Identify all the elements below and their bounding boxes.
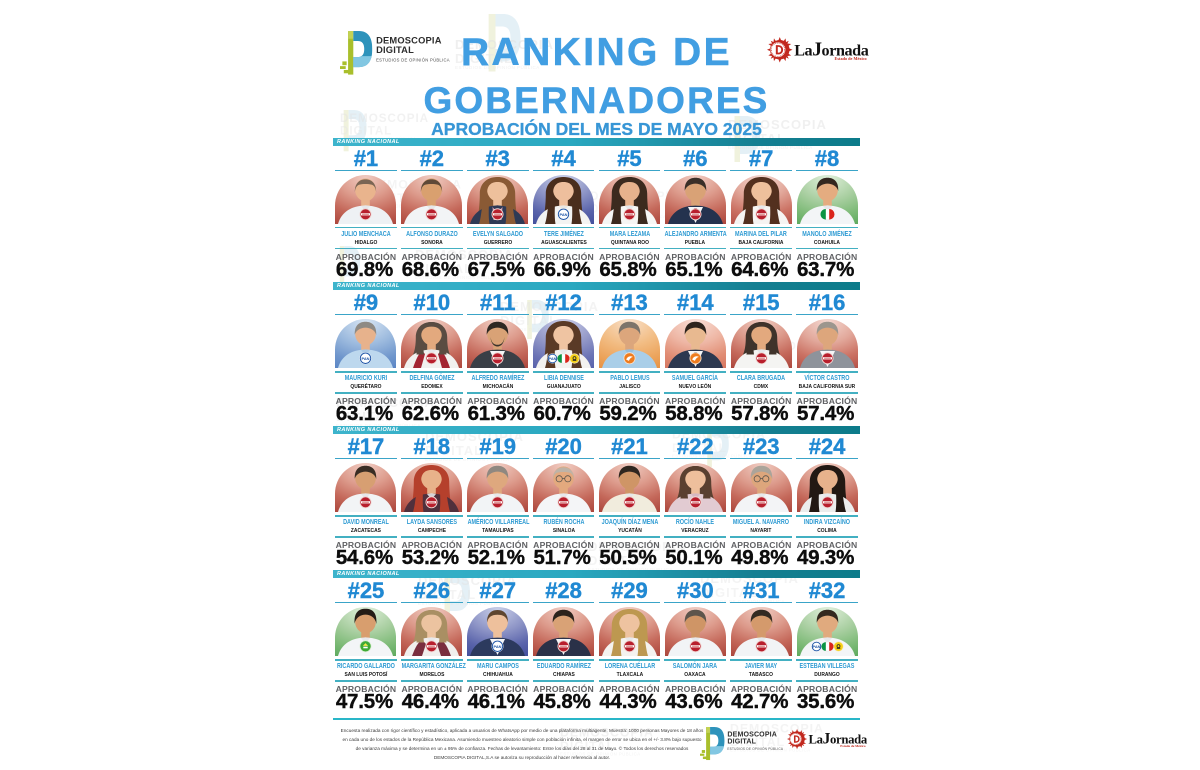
- svg-text:PAN: PAN: [560, 212, 568, 217]
- svg-text:PAN: PAN: [549, 356, 557, 361]
- svg-text:PAN: PAN: [494, 644, 502, 649]
- svg-text:PAN: PAN: [362, 356, 370, 361]
- svg-text:PAN: PAN: [812, 644, 820, 649]
